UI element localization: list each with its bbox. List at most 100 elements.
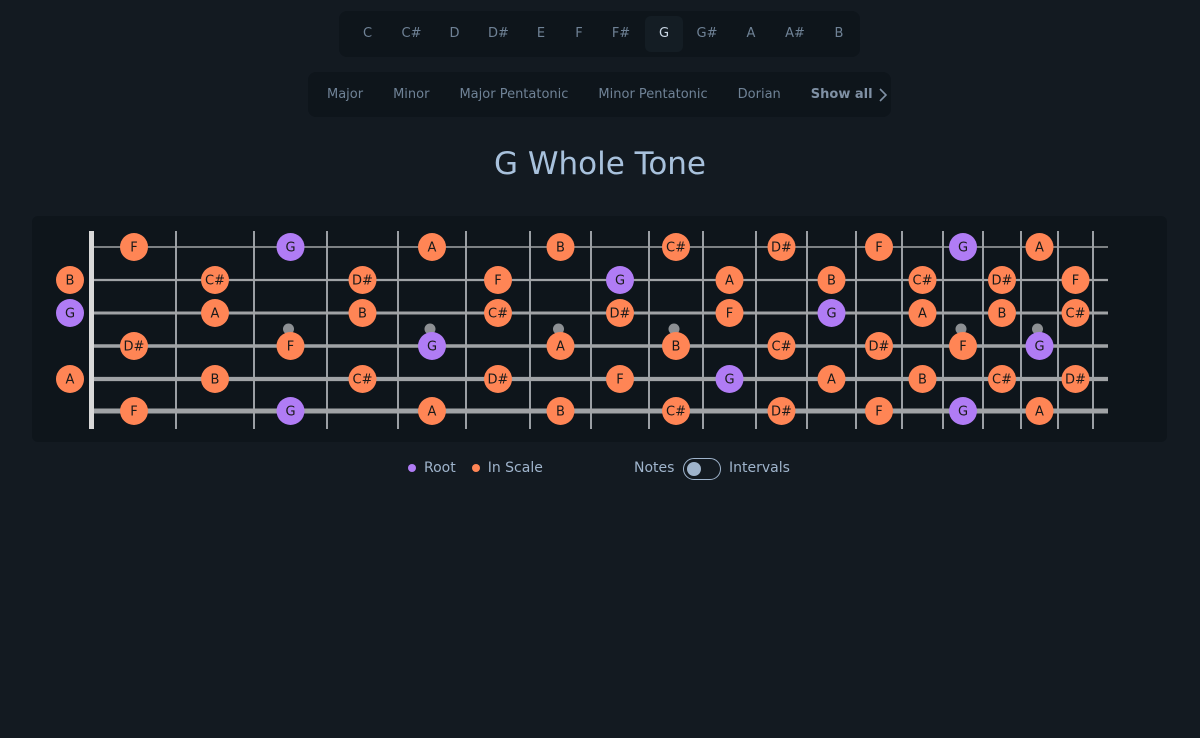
scale-note-marker	[817, 365, 846, 393]
key-f-sharp[interactable]: F#	[611, 26, 631, 41]
notes-intervals-toggle[interactable]	[683, 458, 721, 480]
scale-note-marker	[908, 299, 937, 327]
scale-major[interactable]: Major	[327, 87, 364, 102]
note-label: F	[287, 340, 294, 355]
note-label: G	[724, 373, 734, 388]
scale-note-marker	[865, 332, 893, 360]
scale-note-marker	[56, 365, 84, 393]
note-label: F	[875, 241, 882, 256]
scale-note-marker	[606, 299, 634, 327]
note-label: G	[1034, 340, 1044, 355]
root-note-marker	[56, 299, 84, 327]
note-label: A	[66, 373, 75, 388]
note-label: G	[65, 307, 75, 322]
scale-note-marker	[988, 266, 1016, 294]
root-note-marker	[715, 365, 744, 393]
scale-note-marker	[1061, 266, 1090, 294]
key-f[interactable]: F	[575, 26, 583, 41]
key-g[interactable]: G	[645, 16, 683, 52]
scale-note-marker	[715, 299, 744, 327]
note-label: C#	[913, 274, 933, 289]
key-g-sharp[interactable]: G#	[696, 26, 718, 41]
scale-note-marker	[201, 299, 229, 327]
note-label: F	[616, 373, 623, 388]
note-label: B	[556, 405, 565, 420]
note-label: D#	[352, 274, 373, 289]
key-c[interactable]: C	[362, 26, 373, 41]
note-label: D#	[1065, 373, 1086, 388]
scale-note-marker	[662, 397, 690, 425]
scale-minor-pentatonic[interactable]: Minor Pentatonic	[598, 87, 708, 102]
note-label: G	[826, 307, 836, 322]
scale-dorian[interactable]: Dorian	[737, 87, 781, 102]
note-label: B	[358, 307, 367, 322]
scale-note-marker	[201, 266, 229, 294]
legend: Root In Scale	[408, 460, 543, 476]
scale-note-marker	[908, 365, 937, 393]
note-label: D#	[610, 307, 631, 322]
fret-inlay-9	[668, 323, 680, 335]
intervals-label: Intervals	[729, 460, 790, 476]
root-dot-icon	[408, 464, 416, 472]
key-a[interactable]: A	[746, 26, 756, 41]
note-label: C#	[992, 373, 1012, 388]
note-label: G	[285, 241, 295, 256]
note-label: A	[428, 241, 437, 256]
scale-note-marker	[715, 266, 744, 294]
scale-note-marker	[484, 365, 512, 393]
note-label: C#	[1066, 307, 1086, 322]
note-label: B	[998, 307, 1007, 322]
notes-label: Notes	[634, 460, 675, 476]
key-d[interactable]: D	[449, 26, 460, 41]
root-note-marker	[949, 233, 977, 261]
scale-note-marker	[546, 332, 575, 360]
scale-note-marker	[484, 299, 512, 327]
scale-note-marker	[120, 332, 148, 360]
note-label: D#	[771, 405, 792, 420]
note-label: B	[211, 373, 220, 388]
note-label: G	[285, 405, 295, 420]
root-note-marker	[276, 397, 305, 425]
scale-note-marker	[865, 397, 893, 425]
root-note-marker	[817, 299, 846, 327]
note-label: D#	[488, 373, 509, 388]
page-title: G Whole Tone	[493, 146, 707, 182]
in-scale-dot-icon	[471, 464, 480, 472]
key-d-sharp[interactable]: D#	[488, 26, 509, 41]
fret-inlay-17	[1032, 323, 1043, 335]
key-b[interactable]: B	[834, 26, 844, 41]
scale-major-pentatonic[interactable]: Major Pentatonic	[459, 87, 569, 102]
note-label: C#	[666, 405, 686, 420]
key-e[interactable]: E	[536, 26, 546, 41]
note-label: C#	[772, 340, 792, 355]
fret-inlay-15	[955, 323, 967, 335]
note-label: F	[726, 307, 733, 322]
fret-inlay-5	[424, 323, 436, 335]
scale-note-marker	[949, 332, 977, 360]
note-label: A	[556, 340, 565, 355]
show-all-button[interactable]: Show all	[811, 87, 887, 102]
scale-note-marker	[546, 397, 575, 425]
root-note-marker	[949, 397, 977, 425]
fret-inlay-7	[553, 323, 564, 335]
note-label: G	[958, 241, 968, 256]
note-label: F	[1072, 274, 1079, 289]
scale-minor[interactable]: Minor	[393, 87, 430, 102]
scale-note-marker	[120, 233, 148, 261]
scale-note-marker	[606, 365, 634, 393]
toggle-knob	[687, 462, 701, 476]
scale-note-marker	[1025, 397, 1054, 425]
note-label: B	[918, 373, 927, 388]
note-label: A	[1035, 241, 1044, 256]
scale-note-marker	[201, 365, 229, 393]
scale-note-marker	[546, 233, 575, 261]
scale-note-marker	[767, 233, 796, 261]
note-label: G	[615, 274, 625, 289]
chevron-right-icon	[879, 87, 887, 102]
scale-note-marker	[662, 332, 690, 360]
key-c-sharp[interactable]: C#	[401, 26, 422, 41]
note-label: A	[1035, 405, 1044, 420]
key-a-sharp[interactable]: A#	[785, 26, 805, 41]
fretboard: F G A B C# D# F G A B C# D# F G A B C# D# F G A B C# D# F G A B C# D#…	[32, 216, 1167, 442]
fret-inlay-3	[283, 323, 294, 335]
